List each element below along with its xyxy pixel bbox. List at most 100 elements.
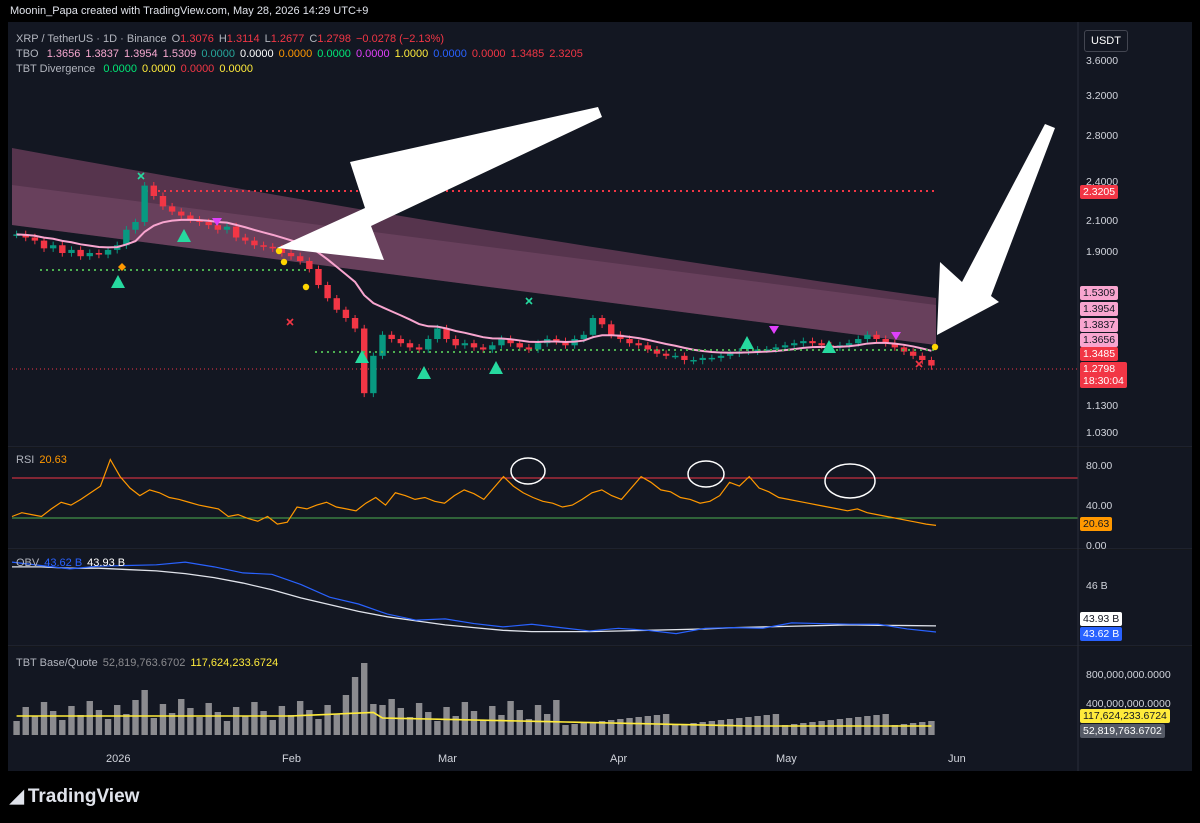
volume-bar [772, 714, 780, 735]
candle-body [205, 222, 212, 226]
volume-bar [836, 719, 844, 735]
candle-body [150, 185, 158, 196]
volume-bar [571, 724, 578, 735]
volume-bar [223, 721, 231, 735]
volume-bar [196, 717, 203, 735]
volume-quote: 117,624,233.6724 [190, 657, 279, 669]
buy-signal-triangle [355, 350, 369, 363]
candle-body [790, 343, 798, 346]
rsi-value: 20.63 [39, 454, 67, 466]
currency-button[interactable]: USDT [1084, 30, 1128, 52]
close-value: 1.2798 [317, 33, 351, 45]
volume-bar [49, 711, 57, 735]
volume-bar [763, 715, 770, 735]
volume-tick-400m: 400,000,000.0000 [1086, 698, 1171, 710]
low-value: 1.2677 [270, 33, 305, 45]
candle-body [269, 246, 276, 249]
divergence-value-0: 0.0000 [103, 63, 137, 75]
candle-body [388, 334, 395, 339]
volume-bar [159, 704, 167, 735]
candle-body [406, 343, 414, 348]
candle-body [489, 345, 496, 350]
tradingview-logo-icon: ◢ [10, 786, 24, 806]
cross-marker [525, 297, 533, 305]
buy-signal-triangle [177, 229, 191, 242]
tbo-value-7: 0.0000 [317, 48, 351, 60]
buy-signal-triangle [740, 336, 754, 349]
volume-bar [370, 704, 377, 735]
buy-signal-triangle [822, 340, 836, 353]
candle-body [909, 351, 917, 356]
volume-bar [168, 713, 176, 735]
volume-bar [443, 707, 450, 735]
candle-body [855, 339, 862, 344]
volume-bar [470, 711, 478, 735]
candle-body [891, 343, 899, 348]
volume-quote-tag: 117,624,233.6724 [1080, 709, 1170, 723]
candle-body [379, 334, 386, 356]
tbo-value-6: 0.0000 [278, 48, 313, 60]
obv-tick: 46 B [1086, 580, 1108, 592]
volume-bar [40, 702, 48, 735]
volume-bar [214, 712, 222, 735]
obv-ma-value: 43.93 B [87, 557, 126, 569]
volume-bar [77, 715, 84, 735]
volume-bar [580, 723, 587, 735]
tbo-value-4: 0.0000 [201, 48, 235, 60]
candle-body [31, 237, 39, 241]
volume-bar [324, 705, 331, 735]
tbo-value-9: 1.0000 [394, 48, 429, 60]
volume-bar [287, 715, 295, 735]
tbo-legend: TBO 1.3656 1.3837 1.3954 1.5309 0.0000 0.0000… [16, 48, 588, 60]
tbo-name: TBO [16, 48, 39, 60]
rsi-name: RSI [16, 454, 35, 466]
price-tag-0: 2.3205 [1080, 185, 1119, 199]
rsi-line [11, 458, 937, 526]
volume-bar [708, 721, 716, 735]
candle-body [635, 343, 642, 346]
candle-body [324, 285, 331, 299]
low-label: L [264, 33, 271, 45]
volume-bar [178, 699, 185, 735]
candle-body [498, 339, 505, 346]
tbo-value-5: 0.0000 [239, 48, 274, 60]
volume-bar [123, 714, 130, 735]
candle-body [809, 341, 816, 344]
candle-body [470, 343, 478, 348]
candle-body [644, 345, 652, 350]
tradingview-logo[interactable]: ◢ TradingView [10, 786, 139, 808]
volume-bar [260, 711, 267, 735]
high-label: H [218, 33, 227, 45]
price-tag-1: 1.5309 [1080, 286, 1119, 300]
candle-body [754, 349, 761, 352]
rsi-tick-80: 80.00 [1086, 460, 1113, 472]
volume-bar [553, 700, 560, 735]
divergence-name: TBT Divergence [16, 63, 96, 75]
volume-bar [141, 690, 148, 735]
volume-bar [187, 708, 194, 735]
tbo-value-0: 1.3656 [46, 48, 81, 60]
volume-bar [726, 719, 734, 735]
volume-bar [278, 706, 286, 735]
candle-body [86, 253, 93, 257]
tbo-value-8: 0.0000 [355, 48, 390, 60]
candle-body [534, 343, 542, 350]
volume-panel[interactable] [8, 647, 1192, 771]
volume-bar [827, 720, 834, 735]
candle-body [726, 353, 734, 356]
candle-body [516, 343, 523, 348]
candle-body [443, 328, 450, 339]
rsi-panel[interactable] [8, 448, 1192, 549]
volume-bar [13, 721, 20, 735]
last-price: 1.2798 [1083, 363, 1116, 375]
price-tag-4: 1.3656 [1080, 333, 1119, 347]
candle-body [59, 245, 66, 253]
sell-signal-triangle [769, 326, 779, 334]
candle-body [415, 347, 423, 350]
candle-body [699, 357, 706, 360]
sell-signal-triangle [891, 332, 901, 340]
candle-body [580, 334, 587, 339]
candle-body [800, 341, 807, 344]
volume-bar [205, 703, 212, 735]
